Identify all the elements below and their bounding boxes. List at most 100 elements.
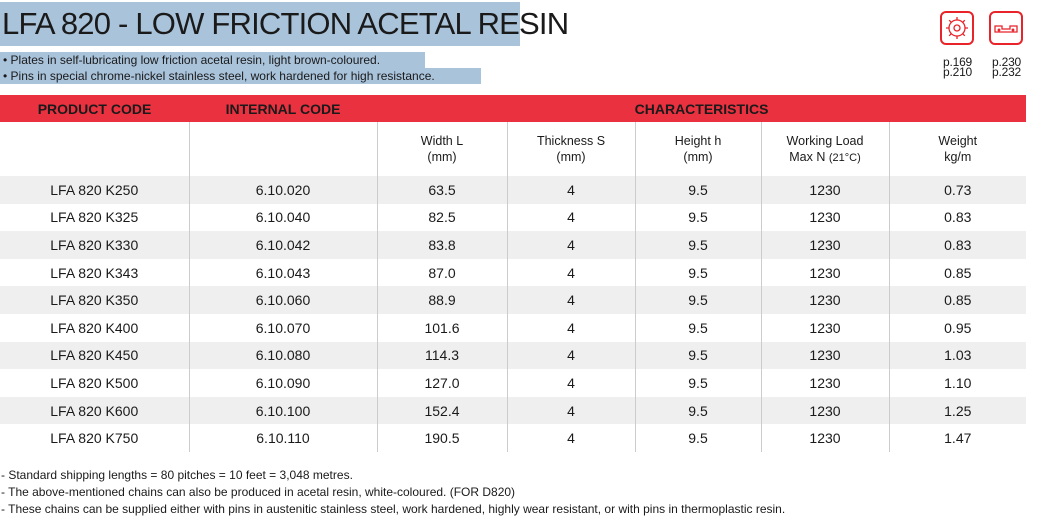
cell-width: 101.6 (377, 313, 508, 342)
subheader-line: Max N (21°C) (762, 149, 889, 166)
sprocket-icon (940, 11, 974, 45)
cell-height: 9.5 (635, 203, 762, 232)
subheader-line: Weight (938, 134, 978, 148)
subheader-line: (mm) (427, 150, 457, 164)
cell-thickness: 4 (507, 203, 636, 232)
cell-thickness: 4 (507, 396, 636, 425)
cell-height: 9.5 (635, 231, 762, 259)
cell-width: 83.8 (377, 231, 508, 259)
cell-working-load: 1230 (761, 369, 890, 397)
cell-product-code: LFA 820 K343 (0, 258, 190, 287)
footnote: - Standard shipping lengths = 80 pitches… (1, 468, 353, 482)
table-row: LFA 820 K600 6.10.100 152.4 4 9.5 1230 1.25 (0, 396, 1027, 425)
intro-line: • Plates in self-lubricating low frictio… (0, 52, 425, 68)
cell-height: 9.5 (635, 286, 762, 314)
cell-thickness: 4 (507, 231, 636, 259)
product-table: PRODUCT CODE INTERNAL CODE CHARACTERISTI… (0, 95, 1027, 452)
header-characteristics: CHARACTERISTICS (377, 95, 1027, 122)
cell-weight: 0.73 (889, 176, 1027, 204)
cell-width: 87.0 (377, 258, 508, 287)
cell-weight: 0.85 (889, 258, 1027, 287)
cell-product-code: LFA 820 K400 (0, 313, 190, 342)
cell-height: 9.5 (635, 396, 762, 425)
cell-height: 9.5 (635, 369, 762, 397)
table-row: LFA 820 K330 6.10.042 83.8 4 9.5 1230 0.83 (0, 231, 1027, 259)
header-internal-code: INTERNAL CODE (189, 95, 377, 122)
cell-thickness: 4 (507, 341, 636, 370)
cell-product-code: LFA 820 K330 (0, 231, 190, 259)
subheader-height: Height h (mm) (635, 122, 762, 176)
cell-product-code: LFA 820 K500 (0, 369, 190, 397)
cell-working-load: 1230 (761, 231, 890, 259)
cell-width: 63.5 (377, 176, 508, 204)
subheader-thickness: Thickness S (mm) (507, 122, 636, 176)
footnote: - The above-mentioned chains can also be… (1, 485, 516, 499)
page-ref: p.230 (992, 55, 1022, 69)
cell-width: 127.0 (377, 369, 508, 397)
page-reference-sprocket: p.169 p.210 (943, 56, 973, 79)
subheader-width: Width L (mm) (377, 122, 508, 176)
subheader-temperature: (21°C) (828, 151, 861, 164)
chain-link-icon (989, 11, 1023, 45)
cell-width: 114.3 (377, 341, 508, 370)
subheader-working-load: Working Load Max N (21°C) (761, 122, 890, 176)
cell-weight: 0.83 (889, 203, 1027, 232)
table-row: LFA 820 K500 6.10.090 127.0 4 9.5 1230 1.10 (0, 369, 1027, 397)
cell-internal-code: 6.10.090 (189, 369, 378, 397)
cell-weight: 1.10 (889, 369, 1027, 397)
cell-weight: 1.47 (889, 424, 1027, 452)
cell-thickness: 4 (507, 313, 636, 342)
cell-product-code: LFA 820 K600 (0, 396, 190, 425)
header-product-code: PRODUCT CODE (0, 95, 189, 122)
cell-width: 82.5 (377, 203, 508, 232)
cell-working-load: 1230 (761, 396, 890, 425)
cell-internal-code: 6.10.020 (189, 176, 378, 204)
cell-working-load: 1230 (761, 313, 890, 342)
cell-internal-code: 6.10.042 (189, 231, 378, 259)
intro-line: • Pins in special chrome-nickel stainles… (0, 68, 481, 84)
cell-internal-code: 6.10.040 (189, 203, 378, 232)
subheader-empty (189, 122, 378, 176)
table-row: LFA 820 K450 6.10.080 114.3 4 9.5 1230 1.03 (0, 341, 1027, 370)
intro-block: • Plates in self-lubricating low frictio… (0, 52, 481, 84)
cell-product-code: LFA 820 K450 (0, 341, 190, 370)
cell-working-load: 1230 (761, 424, 890, 452)
subheader-line: (mm) (683, 150, 713, 164)
cell-working-load: 1230 (761, 203, 890, 232)
cell-working-load: 1230 (761, 286, 890, 314)
cell-product-code: LFA 820 K350 (0, 286, 190, 314)
cell-internal-code: 6.10.070 (189, 313, 378, 342)
page-reference-chain: p.230 p.232 (992, 55, 1022, 78)
table-row: LFA 820 K343 6.10.043 87.0 4 9.5 1230 0.85 (0, 258, 1027, 287)
cell-weight: 1.25 (889, 396, 1027, 425)
subheader-empty (0, 122, 190, 176)
table-row: LFA 820 K350 6.10.060 88.9 4 9.5 1230 0.85 (0, 286, 1027, 314)
cell-thickness: 4 (507, 369, 636, 397)
cell-weight: 1.03 (889, 341, 1027, 370)
cell-thickness: 4 (507, 176, 636, 204)
cell-internal-code: 6.10.110 (189, 424, 378, 452)
page-ref: p.210 (943, 65, 973, 79)
page-title: LFA 820 - LOW FRICTION ACETAL RESIN (0, 2, 569, 46)
subheader-line: (mm) (556, 150, 586, 164)
footnote: - These chains can be supplied either wi… (1, 502, 786, 516)
cell-thickness: 4 (507, 424, 636, 452)
cell-height: 9.5 (635, 313, 762, 342)
subheader-line: Working Load (786, 133, 864, 148)
cell-internal-code: 6.10.100 (189, 396, 378, 425)
cell-working-load: 1230 (761, 258, 890, 287)
subheader-line: Height h (674, 134, 722, 148)
footnotes: - Standard shipping lengths = 80 pitches… (1, 467, 785, 518)
cell-height: 9.5 (635, 176, 762, 204)
cell-weight: 0.83 (889, 231, 1027, 259)
cell-product-code: LFA 820 K250 (0, 176, 190, 204)
table-row: LFA 820 K250 6.10.020 63.5 4 9.5 1230 0.73 (0, 176, 1027, 204)
subheader-weight: Weight kg/m (889, 122, 1026, 176)
cell-internal-code: 6.10.080 (189, 341, 378, 370)
subheader-unit: Max N (789, 149, 826, 164)
cell-width: 152.4 (377, 396, 508, 425)
cell-product-code: LFA 820 K750 (0, 424, 190, 452)
table-row: LFA 820 K325 6.10.040 82.5 4 9.5 1230 0.83 (0, 203, 1027, 232)
subheader-line: Thickness S (536, 134, 606, 148)
cell-weight: 0.85 (889, 286, 1027, 314)
